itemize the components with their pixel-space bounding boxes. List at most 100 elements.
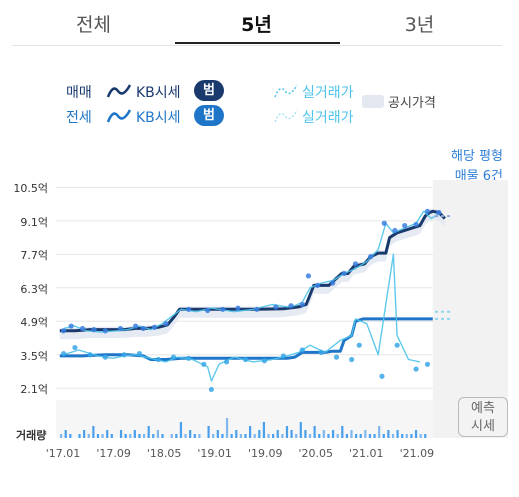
series-4-point-14 bbox=[254, 306, 260, 312]
y-tick-label: 6.3억 bbox=[20, 282, 48, 296]
series-5-point-11 bbox=[223, 359, 230, 365]
volume-bar-62 bbox=[345, 434, 348, 438]
volume-bar-76 bbox=[410, 434, 413, 438]
x-tick-label: '21.09 bbox=[399, 447, 435, 460]
volume-bar-53 bbox=[304, 430, 307, 438]
volume-bar-38 bbox=[235, 430, 238, 438]
jeonse-actual-icon bbox=[274, 109, 298, 123]
series-5-point-10 bbox=[208, 386, 215, 393]
x-tick-label: '17.09 bbox=[96, 447, 131, 460]
volume-bar-72 bbox=[391, 434, 395, 438]
volume-bar-69 bbox=[378, 426, 381, 438]
x-tick-label: '21.01 bbox=[349, 447, 384, 460]
volume-bar-32 bbox=[207, 426, 210, 438]
volume-bar-46 bbox=[272, 434, 275, 438]
series-4-point-12 bbox=[220, 306, 226, 312]
volume-bar-71 bbox=[387, 430, 390, 438]
series-5-point-9 bbox=[201, 361, 207, 367]
volume-bar-77 bbox=[414, 430, 418, 438]
prediction-button[interactable]: 예측 시세 bbox=[458, 397, 508, 437]
series-4-point-8 bbox=[151, 324, 158, 330]
series-4-point-25 bbox=[392, 227, 398, 234]
y-tick-label: 4.9억 bbox=[20, 316, 48, 330]
series-4-point-16 bbox=[288, 303, 294, 309]
series-line-3 bbox=[63, 253, 421, 382]
volume-bar-50 bbox=[290, 430, 293, 438]
series-5-point-1 bbox=[72, 344, 78, 351]
volume-bar-58 bbox=[327, 434, 330, 438]
series-4-point-5 bbox=[117, 325, 124, 332]
volume-bar-11 bbox=[110, 434, 113, 438]
volume-bar-22 bbox=[161, 434, 164, 438]
series-4-point-9 bbox=[163, 321, 169, 327]
volume-bar-7 bbox=[92, 426, 95, 438]
series-5-point-13 bbox=[261, 358, 268, 364]
volume-bar-5 bbox=[83, 430, 86, 438]
official-price-band bbox=[59, 208, 445, 340]
volume-bar-63 bbox=[350, 430, 353, 438]
volume-bar-30 bbox=[198, 434, 201, 438]
tab-all[interactable]: 전체 bbox=[76, 14, 111, 36]
volume-bar-67 bbox=[368, 434, 372, 438]
volume-bar-41 bbox=[248, 426, 252, 438]
prediction-line1: 예측 bbox=[471, 401, 495, 416]
series-4-point-26 bbox=[402, 223, 408, 229]
series-4-point-19 bbox=[314, 282, 321, 289]
series-5-point-4 bbox=[121, 352, 127, 358]
legend-sale-actual: 실거래가 bbox=[302, 85, 354, 101]
volume-bar-65 bbox=[359, 434, 362, 438]
legend-jeonse-label: 전세 bbox=[66, 110, 92, 126]
volume-bar-2 bbox=[69, 434, 72, 438]
series-5-point-22 bbox=[413, 366, 419, 372]
volume-label: 거래량 bbox=[16, 429, 47, 442]
legend-jeonse-actual: 실거래가 bbox=[302, 110, 354, 126]
series-5-point-6 bbox=[155, 356, 161, 363]
series-4-point-28 bbox=[424, 208, 431, 214]
volume-bar-64 bbox=[355, 434, 358, 438]
legend-jeonse-kb: KB시세 bbox=[136, 110, 181, 126]
x-tick-label: '18.05 bbox=[146, 447, 182, 460]
series-5-point-14 bbox=[280, 353, 287, 359]
series-5-point-0 bbox=[60, 350, 67, 357]
series-4-point-11 bbox=[205, 307, 211, 314]
volume-bar-16 bbox=[133, 430, 136, 438]
series-4-point-21 bbox=[341, 270, 347, 277]
volume-area bbox=[56, 400, 433, 438]
series-5-point-7 bbox=[170, 354, 177, 360]
volume-bar-35 bbox=[221, 434, 224, 438]
volume-bar-68 bbox=[373, 434, 376, 438]
forecast-region bbox=[432, 180, 508, 438]
volume-bar-29 bbox=[193, 434, 196, 438]
series-line-1 bbox=[59, 317, 433, 361]
series-5-point-16 bbox=[318, 349, 324, 355]
series-4-point-29 bbox=[436, 209, 442, 216]
sale-line-icon bbox=[106, 84, 132, 98]
y-tick-label: 10.5억 bbox=[13, 182, 48, 196]
volume-bar-14 bbox=[124, 434, 127, 438]
volume-bar-25 bbox=[175, 434, 178, 438]
volume-bar-28 bbox=[189, 430, 192, 438]
volume-bar-37 bbox=[230, 434, 233, 438]
jeonse-range-button[interactable]: 범위보기 bbox=[194, 105, 224, 186]
volume-bar-52 bbox=[299, 422, 302, 438]
volume-bar-33 bbox=[212, 434, 215, 438]
official-price-swatch bbox=[362, 95, 384, 108]
series-5-point-3 bbox=[102, 354, 108, 360]
volume-bar-61 bbox=[341, 426, 344, 438]
volume-bar-47 bbox=[276, 430, 279, 438]
volume-bar-34 bbox=[216, 430, 219, 438]
volume-bar-43 bbox=[258, 430, 261, 438]
volume-bar-21 bbox=[156, 430, 160, 438]
legend-sale-label: 매매 bbox=[66, 85, 92, 101]
tab-3y[interactable]: 3년 bbox=[404, 14, 435, 36]
volume-bar-54 bbox=[308, 434, 312, 438]
x-tick-label: '17.01 bbox=[45, 447, 81, 460]
volume-bar-79 bbox=[424, 434, 427, 438]
legend-sale-kb: KB시세 bbox=[136, 85, 181, 101]
tab-5y[interactable]: 5년 bbox=[241, 14, 272, 36]
series-4-point-3 bbox=[91, 327, 97, 333]
series-5-point-15 bbox=[299, 347, 305, 353]
volume-bar-60 bbox=[336, 434, 339, 438]
period-tabs: 전체 5년 3년 bbox=[12, 0, 502, 46]
